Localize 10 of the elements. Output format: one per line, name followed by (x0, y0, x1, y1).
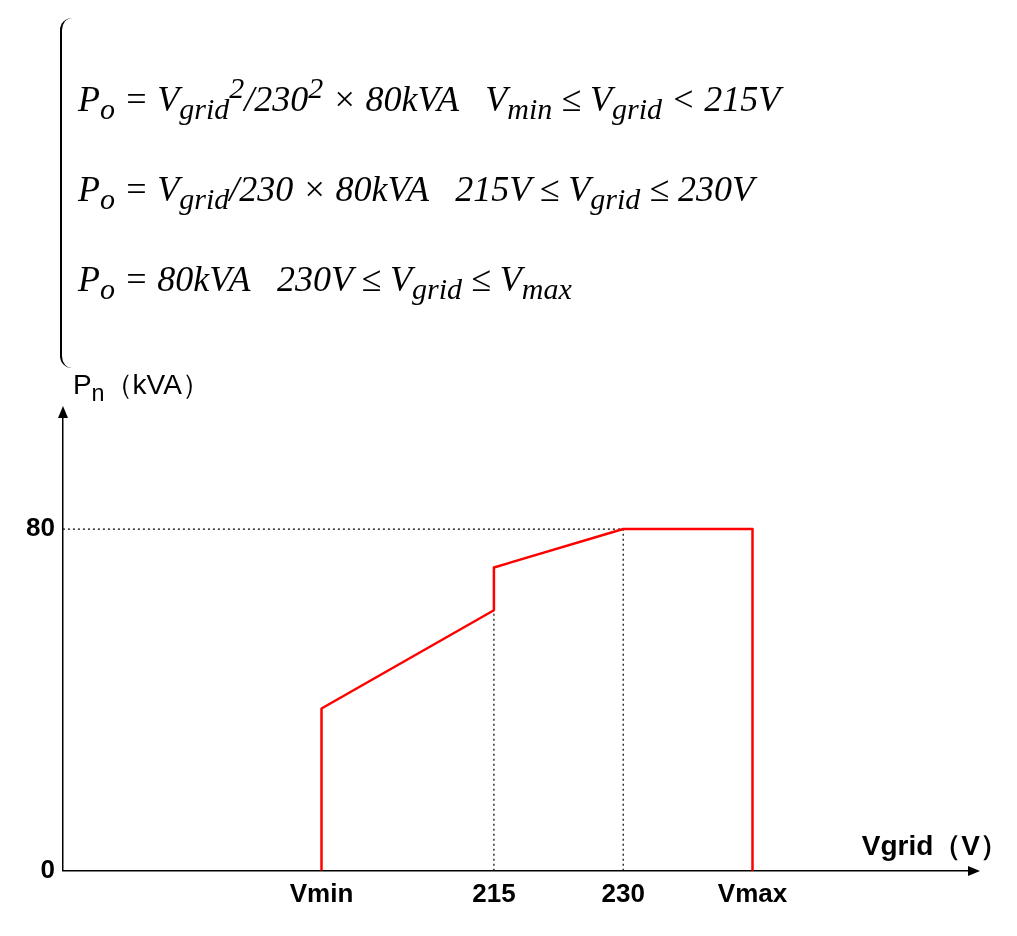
x-tick-label: Vmax (717, 877, 788, 908)
x-tick-label: 215 (472, 877, 516, 908)
y-tick-label: 80 (26, 512, 55, 543)
y-axis-title: P$_{n}$（kVA） (72, 368, 210, 407)
x-axis-title: Vgrid（V） (861, 828, 1008, 863)
text: P$_{o}$ = V$_{grid}$/230 × 80kVA 215V ≤ V$_{grid}$ ≤ 230V (78, 168, 759, 218)
text: P$_{o}$ = 80kVA 230V ≤ V$_{grid}$ ≤ V$_{max}$ (78, 258, 573, 308)
x-tick-label: Vmin (289, 877, 354, 908)
x-tick-label: 230 (601, 877, 645, 908)
y-tick-label: 0 (40, 853, 55, 884)
